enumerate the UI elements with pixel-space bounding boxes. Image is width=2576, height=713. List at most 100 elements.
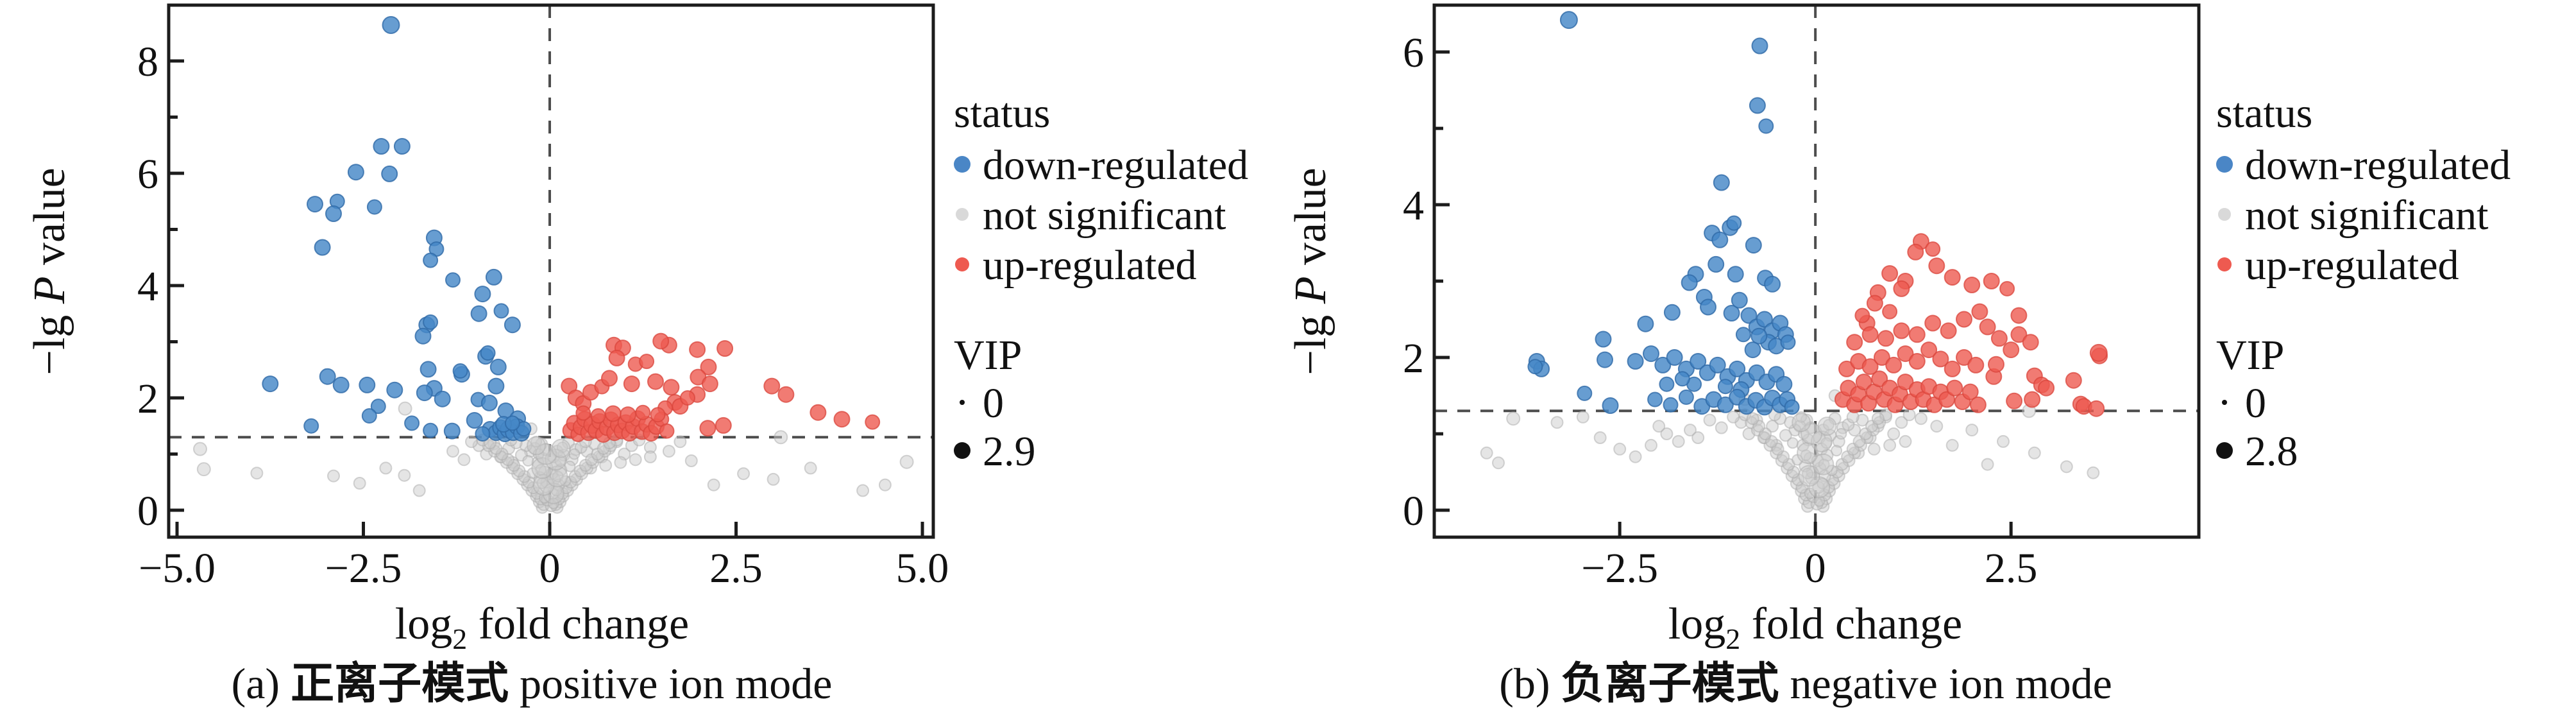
data-point-up <box>699 420 716 437</box>
data-point-up <box>715 417 732 434</box>
data-point-down <box>1663 304 1681 321</box>
data-point-down <box>347 164 364 181</box>
data-point-down <box>434 390 451 408</box>
data-point-ns <box>193 442 207 456</box>
data-point-up <box>2065 372 2082 389</box>
data-point-up <box>1881 265 1899 282</box>
data-point-down <box>480 345 496 361</box>
data-point-down <box>1577 385 1593 401</box>
data-point-down <box>504 316 521 334</box>
data-point-down <box>1764 275 1781 293</box>
data-point-down <box>475 426 491 442</box>
legend-a-down-label: down-regulated <box>983 142 1248 189</box>
data-point-down <box>370 399 386 415</box>
legend-b: status down-regulated not significant up… <box>2216 90 2511 475</box>
data-point-down <box>386 381 403 399</box>
y-axis-title-a: −lg P value <box>25 168 74 375</box>
data-point-ns <box>1786 437 1799 449</box>
data-point-up <box>1932 350 1949 368</box>
data-point-up <box>1882 304 1898 320</box>
data-point-up <box>2038 379 2055 397</box>
legend-b-up-label: up-regulated <box>2245 242 2459 289</box>
data-point-ns <box>327 469 340 483</box>
data-point-ns <box>1613 442 1627 456</box>
data-point-down <box>1756 311 1773 328</box>
legend-a-ns-dot <box>956 208 969 221</box>
data-point-ns <box>767 472 780 486</box>
data-point-down <box>307 196 323 213</box>
data-point-ns <box>2060 460 2073 474</box>
data-point-up <box>1861 326 1879 343</box>
data-point-up <box>1877 330 1894 347</box>
data-point-ns <box>804 461 817 475</box>
data-point-down <box>443 422 461 440</box>
legend-b-vip-min-dot <box>2222 400 2227 405</box>
data-point-up <box>652 332 670 350</box>
data-point-ns <box>2028 446 2041 460</box>
data-point-up <box>623 375 640 393</box>
legend-a-up-label: up-regulated <box>983 242 1197 289</box>
data-point-up <box>1979 318 1996 336</box>
data-point-up <box>1920 341 1938 359</box>
data-point-down <box>1643 345 1659 363</box>
data-point-ns <box>1727 410 1740 424</box>
data-point-ns <box>1492 456 1505 470</box>
data-point-down <box>1666 349 1683 366</box>
legend-b-vip-max-label: 2.8 <box>2245 428 2298 475</box>
data-point-ns <box>398 401 412 416</box>
data-point-up <box>1873 349 1890 366</box>
data-point-down <box>1758 118 1774 134</box>
x-tick-label: 2.5 <box>709 545 763 592</box>
data-point-up <box>1838 360 1855 377</box>
y-tick-label: 0 <box>137 488 158 535</box>
data-point-down <box>1597 351 1613 368</box>
y-tick-label: 8 <box>137 39 158 85</box>
data-point-ns <box>1645 438 1657 452</box>
data-point-down <box>393 138 411 155</box>
data-point-ns <box>1672 434 1685 448</box>
data-point-ns <box>1887 427 1901 440</box>
data-point-down <box>1663 397 1679 413</box>
data-point-ns <box>412 484 426 497</box>
data-point-ns <box>1831 445 1843 457</box>
legend-b-ns-dot <box>2218 208 2231 221</box>
data-point-up <box>663 379 680 396</box>
data-point-down <box>1775 375 1793 393</box>
data-point-ns <box>1798 465 1820 487</box>
data-point-ns <box>1945 438 1959 452</box>
data-point-ns <box>1593 431 1607 444</box>
data-point-up <box>2010 307 2028 324</box>
data-point-down <box>1559 11 1578 30</box>
legend-b-up-dot <box>2217 257 2232 271</box>
data-point-up <box>620 406 636 424</box>
data-point-ns <box>1746 412 1759 425</box>
data-point-up <box>635 404 651 420</box>
data-point-down <box>466 412 483 429</box>
data-point-ns <box>1871 412 1885 425</box>
data-point-up <box>2022 334 2039 351</box>
data-point-ns <box>1902 408 1916 422</box>
legend-a-vip-title: VIP <box>954 332 1022 379</box>
legend-b-down-label: down-regulated <box>2245 142 2511 189</box>
data-point-down <box>1749 97 1766 114</box>
data-point-up <box>575 405 591 421</box>
data-point-ns <box>1480 446 1493 460</box>
data-point-down <box>1727 266 1744 283</box>
data-point-down <box>480 394 498 411</box>
y-tick-label: 2 <box>137 375 158 422</box>
plot-b-axes-and-points: −2.5 0 2.5 0 2 4 6 <box>1403 3 2201 592</box>
data-point-down <box>485 268 502 286</box>
data-point-up <box>2089 343 2108 362</box>
data-point-up <box>1893 280 1910 297</box>
series-up <box>1834 233 2108 417</box>
data-point-up <box>1893 322 1910 339</box>
data-point-ns <box>1965 424 1979 437</box>
data-point-up <box>647 373 664 390</box>
data-point-down <box>1735 327 1751 343</box>
data-point-up <box>716 340 734 357</box>
caption-b: (b) 负离子模式 negative ion mode <box>1499 659 2112 708</box>
legend-b-ns-label: not significant <box>2245 192 2488 239</box>
data-point-down <box>1723 305 1740 322</box>
data-point-ns <box>1779 429 1792 442</box>
